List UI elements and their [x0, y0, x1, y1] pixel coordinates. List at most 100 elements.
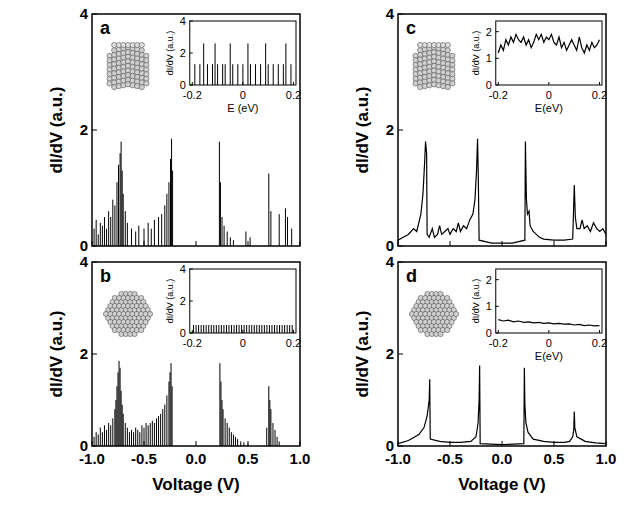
stick [235, 437, 236, 446]
stick [114, 205, 115, 246]
stick [115, 400, 116, 446]
stick [277, 325, 278, 333]
atom [445, 327, 450, 332]
stick [123, 414, 124, 446]
stick [166, 395, 167, 446]
y-tick [92, 14, 97, 15]
marks [94, 361, 279, 446]
stick [104, 217, 105, 246]
atom [144, 81, 149, 86]
stick [171, 139, 172, 246]
stick [106, 229, 107, 246]
stick [121, 391, 122, 446]
stick [292, 325, 293, 333]
plot-frame [190, 269, 296, 333]
x-tick [606, 241, 607, 246]
stick [266, 325, 267, 333]
stick [270, 211, 271, 246]
atom [107, 81, 112, 86]
stick [158, 217, 159, 246]
stick [271, 325, 272, 333]
stick [120, 368, 121, 446]
x-tick [398, 241, 399, 246]
stick [129, 432, 130, 446]
stick [106, 430, 107, 446]
stick [221, 325, 222, 333]
stick [225, 418, 226, 446]
stick [243, 442, 244, 446]
stick [231, 432, 232, 446]
y-tick-label: 0 [80, 237, 88, 254]
x-tick [300, 241, 301, 246]
stick [102, 432, 103, 446]
stick [275, 430, 276, 446]
stick [133, 432, 134, 446]
y-tick [496, 85, 499, 86]
atom [121, 83, 126, 88]
atom [143, 319, 148, 324]
x-axis-title: Voltage (V) [458, 475, 546, 494]
stick [229, 428, 230, 446]
stick [100, 428, 101, 446]
stick [254, 325, 255, 333]
atom [418, 85, 423, 90]
x-tick-label: 1.0 [596, 450, 617, 467]
atom [453, 311, 458, 316]
atom [135, 84, 140, 89]
y-axis-title: dI/dV (a.u.) [353, 311, 372, 398]
stick [219, 363, 220, 446]
marks [498, 34, 599, 53]
x-axis-title: Voltage (V) [152, 475, 240, 494]
stick [162, 409, 163, 446]
stick [108, 211, 109, 246]
atom [449, 319, 454, 324]
stick [98, 435, 99, 447]
stick [222, 400, 223, 446]
stick [233, 435, 234, 447]
stick [227, 232, 228, 247]
stick [269, 325, 270, 333]
x-tick-label: 0.5 [544, 450, 565, 467]
panel-letter: b [100, 266, 111, 286]
stick [118, 372, 119, 446]
x-tick-label: 0.2 [592, 89, 607, 101]
marks [398, 366, 606, 445]
x-tick [144, 441, 145, 446]
stick [98, 234, 99, 246]
x-tick [293, 82, 294, 85]
y-tick-label: 2 [486, 26, 492, 38]
x-tick-label: 0.2 [592, 337, 607, 349]
y-tick-label: 2 [180, 295, 186, 307]
x-tick-label: 0.0 [186, 450, 207, 467]
x-tick [606, 441, 607, 446]
y-tick [190, 21, 193, 22]
x-tick [502, 441, 503, 446]
stick [122, 171, 123, 246]
stick [222, 64, 223, 85]
stick [203, 325, 204, 333]
stick [125, 211, 126, 246]
stick [282, 325, 283, 333]
x-tick [300, 441, 301, 446]
stick [217, 64, 218, 85]
x-tick [450, 241, 451, 246]
marks [195, 43, 291, 85]
y-tick [190, 85, 193, 86]
stick [152, 421, 153, 446]
plot-frame [92, 14, 300, 246]
y-tick-label: 4 [180, 263, 186, 275]
stick [290, 64, 291, 85]
stick [96, 432, 97, 446]
stick [206, 325, 207, 333]
y-tick [496, 58, 499, 59]
marks [194, 325, 293, 333]
stick [125, 423, 126, 446]
spectrum-line [498, 34, 599, 53]
y-tick [190, 53, 193, 54]
stick [144, 229, 145, 246]
stick [207, 64, 208, 85]
y-tick-label: 0 [180, 79, 186, 91]
y-tick-label: 2 [80, 345, 88, 362]
y-tick [92, 130, 97, 131]
y-tick-label: 0 [80, 437, 88, 454]
